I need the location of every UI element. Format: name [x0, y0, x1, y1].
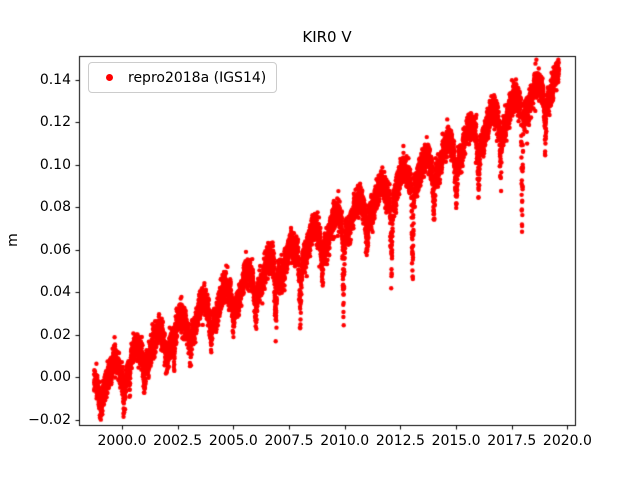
y-tick-label: 0.06 — [39, 241, 71, 258]
x-tick-label: 2017.5 — [487, 433, 537, 449]
x-tick-label: 2007.5 — [264, 433, 314, 449]
y-tick-label: 0.08 — [39, 199, 71, 216]
legend: repro2018a (IGS14) — [88, 62, 277, 93]
legend-label: repro2018a (IGS14) — [128, 69, 267, 86]
y-tick-label: 0.04 — [39, 284, 71, 301]
y-tick-label: 0.14 — [39, 72, 71, 88]
y-axis-label: m — [4, 233, 21, 247]
x-tick-label: 2002.5 — [153, 433, 203, 449]
legend-marker-dot — [106, 74, 113, 81]
y-tick-label: 0.12 — [39, 114, 71, 131]
x-tick-label: 2015.0 — [431, 433, 481, 449]
x-tick-label: 2000.0 — [97, 433, 147, 449]
x-tick-label: 2020.0 — [542, 433, 592, 449]
x-tick-label: 2012.5 — [375, 433, 425, 449]
y-tick-label: 0.10 — [39, 156, 71, 173]
chart-title: KIR0 V — [302, 28, 352, 46]
x-tick-label: 2010.0 — [320, 433, 370, 449]
y-tick-label: 0.02 — [39, 326, 71, 343]
y-tick-label: −0.02 — [28, 411, 71, 428]
y-tick-label: 0.00 — [39, 369, 71, 386]
x-tick-label: 2005.0 — [208, 433, 258, 449]
